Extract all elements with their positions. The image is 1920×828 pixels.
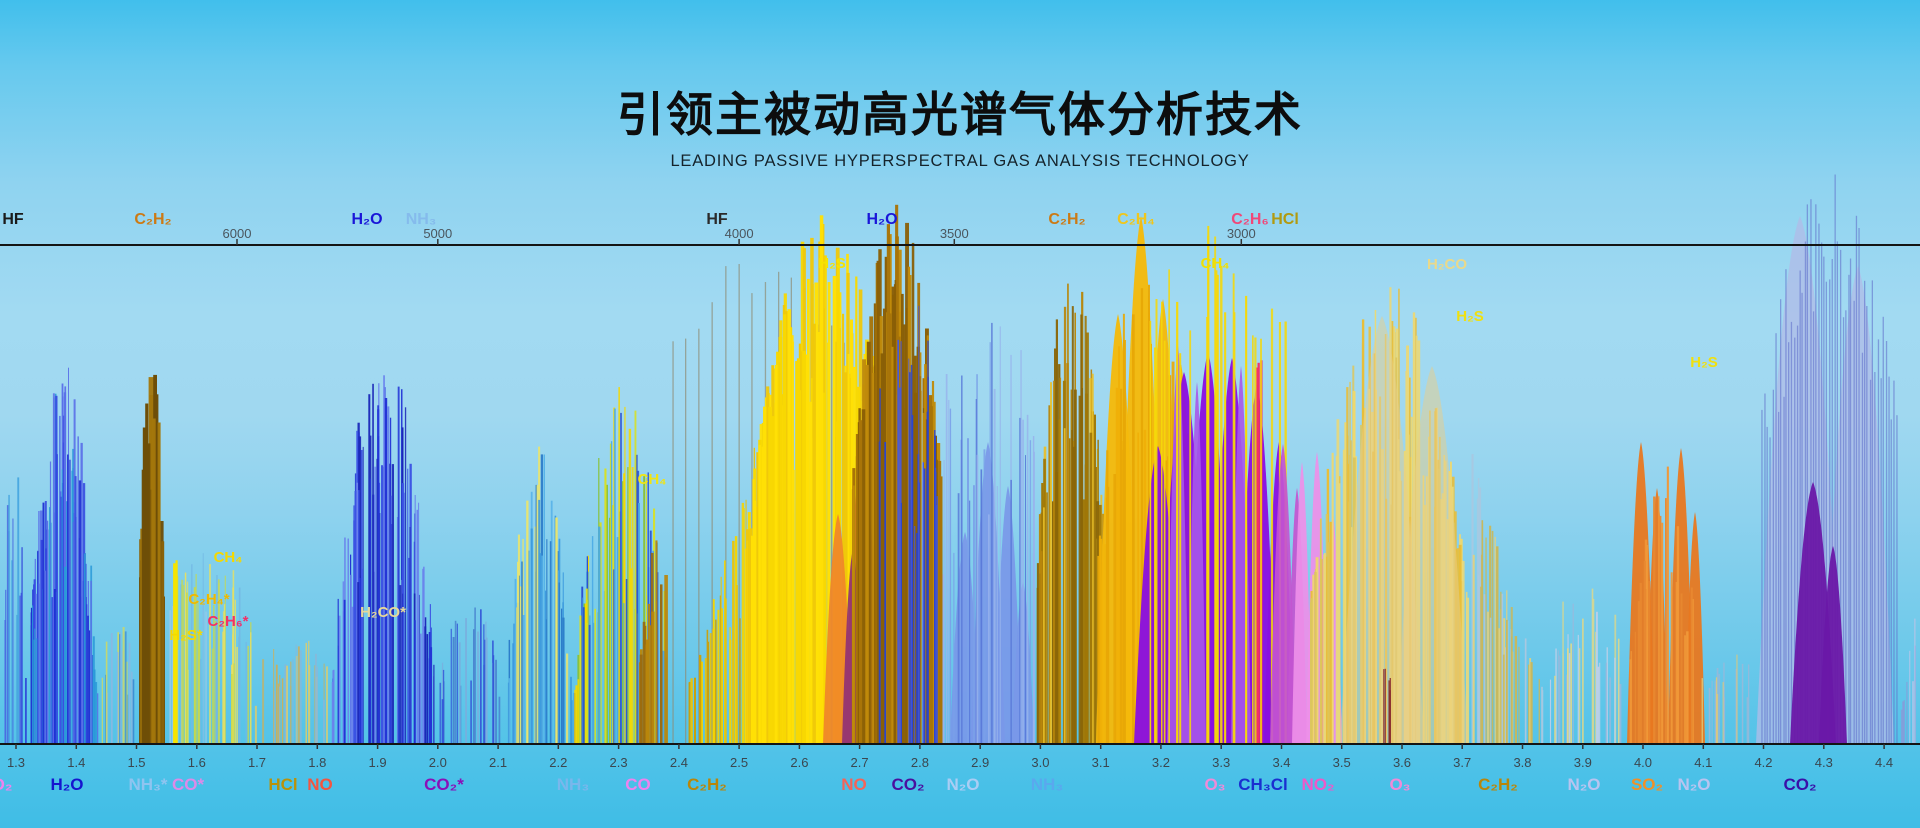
wavelength-tick-label: 3.5 — [1333, 755, 1351, 770]
species-label-inline: CH₄ — [1201, 255, 1230, 272]
wavelength-tick-label: 1.5 — [127, 755, 145, 770]
species-label-bottom: C₂H₂ — [687, 775, 727, 794]
wavelength-tick-label: 3.0 — [1031, 755, 1049, 770]
wavelength-tick-label: 1.8 — [308, 755, 326, 770]
wavelength-tick-label: 2.3 — [610, 755, 628, 770]
wavelength-tick-label: 2.7 — [851, 755, 869, 770]
wavelength-tick-label: 2.0 — [429, 755, 447, 770]
wavelength-tick-label: 3.4 — [1272, 755, 1290, 770]
species-label-bottom: O₂ — [0, 775, 12, 794]
top-species-labels: HF C₂H₂ H₂O NH₃ HF H₂O C₂H₂ C₂H₄ C₂H₆ HCl — [2, 211, 1298, 228]
species-label-inline: H₂S — [818, 255, 846, 272]
species-label-bottom: CO₂ — [1783, 775, 1816, 794]
species-label-bottom: CH₃Cl — [1238, 775, 1287, 794]
page-subtitle: LEADING PASSIVE HYPERSPECTRAL GAS ANALYS… — [670, 152, 1250, 170]
wavelength-tick-label: 4.3 — [1815, 755, 1833, 770]
species-label-bottom: CO₂ — [891, 775, 924, 794]
spectral-bands — [4, 174, 1916, 745]
wavelength-tick-label: 1.7 — [248, 755, 266, 770]
wavelength-tick-label: 2.5 — [730, 755, 748, 770]
wavenumber-tick-label: 4000 — [725, 226, 754, 241]
wavelength-tick-label: 2.8 — [911, 755, 929, 770]
wavenumber-tick-label: 6000 — [223, 226, 252, 241]
inline-species-labels: H₂S CH₄ H₂CO H₂S H₂S CH₄ CH₄ C₂H₄* C₂H₆* H₂S* H₂CO… — [169, 255, 1717, 644]
species-label-top: HCl — [1271, 211, 1299, 228]
species-label-inline: C₂H₆* — [208, 613, 249, 630]
species-label-inline: H₂CO — [1427, 256, 1467, 273]
species-label-bottom: N₂O — [946, 775, 979, 794]
species-label-top: NH₃ — [406, 211, 437, 228]
species-label-bottom: N₂O — [1567, 775, 1600, 794]
species-label-bottom: NH₃* — [128, 775, 167, 794]
wavelength-tick-label: 3.2 — [1152, 755, 1170, 770]
page-title: 引领主被动高光谱气体分析技术 — [617, 88, 1303, 141]
wavelength-tick-label: 1.3 — [7, 755, 25, 770]
species-label-inline: C₂H₄* — [188, 591, 229, 608]
wavelength-tick-label: 2.2 — [549, 755, 567, 770]
wavelength-tick-label: 1.6 — [188, 755, 206, 770]
species-label-bottom: O₃ — [1389, 775, 1410, 794]
wavelength-tick-label: 1.9 — [369, 755, 387, 770]
species-label-bottom: CO — [625, 775, 651, 794]
species-label-bottom: NO₂ — [1301, 775, 1334, 794]
species-label-bottom: CO* — [172, 775, 205, 794]
wavenumber-tick-label: 3000 — [1227, 226, 1256, 241]
species-label-bottom: NH₃ — [1031, 775, 1063, 794]
wavenumber-tick-label: 5000 — [423, 226, 452, 241]
wavelength-tick-label: 3.7 — [1453, 755, 1471, 770]
species-label-bottom: H₂O — [50, 775, 83, 794]
species-label-top: C₂H₂ — [1048, 211, 1085, 228]
species-label-top: C₂H₄ — [1117, 211, 1155, 228]
species-label-inline: CH₄ — [214, 549, 243, 566]
species-label-top: HF — [706, 211, 728, 228]
wavelength-tick-label: 3.9 — [1574, 755, 1592, 770]
wavelength-tick-label: 4.1 — [1694, 755, 1712, 770]
species-label-bottom: SO₂ — [1631, 775, 1663, 794]
wavenumber-axis: 6000 5000 4000 3500 3000 — [0, 226, 1920, 246]
species-label-bottom: NH₃ — [557, 775, 589, 794]
wavelength-tick-label: 4.2 — [1754, 755, 1772, 770]
species-label-top: H₂O — [351, 211, 382, 228]
species-label-top: H₂O — [866, 211, 897, 228]
species-label-bottom: HCl — [268, 775, 297, 794]
wavelength-tick-label: 2.6 — [790, 755, 808, 770]
species-label-bottom: N₂O — [1677, 775, 1710, 794]
species-label-top: C₂H₆ — [1231, 211, 1268, 228]
wavelength-tick-label: 4.4 — [1875, 755, 1893, 770]
species-label-top: C₂H₂ — [134, 211, 171, 228]
wavelength-tick-label: 3.6 — [1393, 755, 1411, 770]
wavelength-tick-label: 3.8 — [1513, 755, 1531, 770]
species-label-inline: CH₄ — [638, 471, 667, 488]
species-label-bottom: C₂H₂ — [1478, 775, 1518, 794]
species-label-top: HF — [2, 211, 24, 228]
wavelength-tick-label: 2.4 — [670, 755, 688, 770]
species-label-bottom: O₃ — [1204, 775, 1225, 794]
species-label-inline: H₂S* — [169, 627, 203, 644]
species-label-inline: H₂S — [1690, 354, 1718, 371]
wavelength-tick-label: 2.1 — [489, 755, 507, 770]
species-label-inline: H₂S — [1456, 308, 1484, 325]
wavelength-tick-label: 4.0 — [1634, 755, 1652, 770]
wavelength-tick-label: 1.4 — [67, 755, 85, 770]
wavenumber-tick-label: 3500 — [940, 226, 969, 241]
species-label-bottom: NO — [841, 775, 867, 794]
species-label-bottom: NO — [307, 775, 333, 794]
wavelength-tick-label: 3.3 — [1212, 755, 1230, 770]
species-label-inline: H₂CO* — [360, 604, 406, 621]
species-label-bottom: CO₂* — [424, 775, 464, 794]
wavelength-axis: 1.3 1.4 1.5 1.6 1.7 1.8 1.9 2.0 2.1 2.2 2.3 2.4 2.5 2… — [0, 743, 1920, 770]
bottom-species-labels: O₂ H₂O NH₃* CO* HCl NO CO₂* NH₃ CO C₂H₂ NO CO₂ N₂O NH… — [0, 775, 1817, 794]
wavelength-tick-label: 2.9 — [971, 755, 989, 770]
wavelength-tick-label: 3.1 — [1092, 755, 1110, 770]
